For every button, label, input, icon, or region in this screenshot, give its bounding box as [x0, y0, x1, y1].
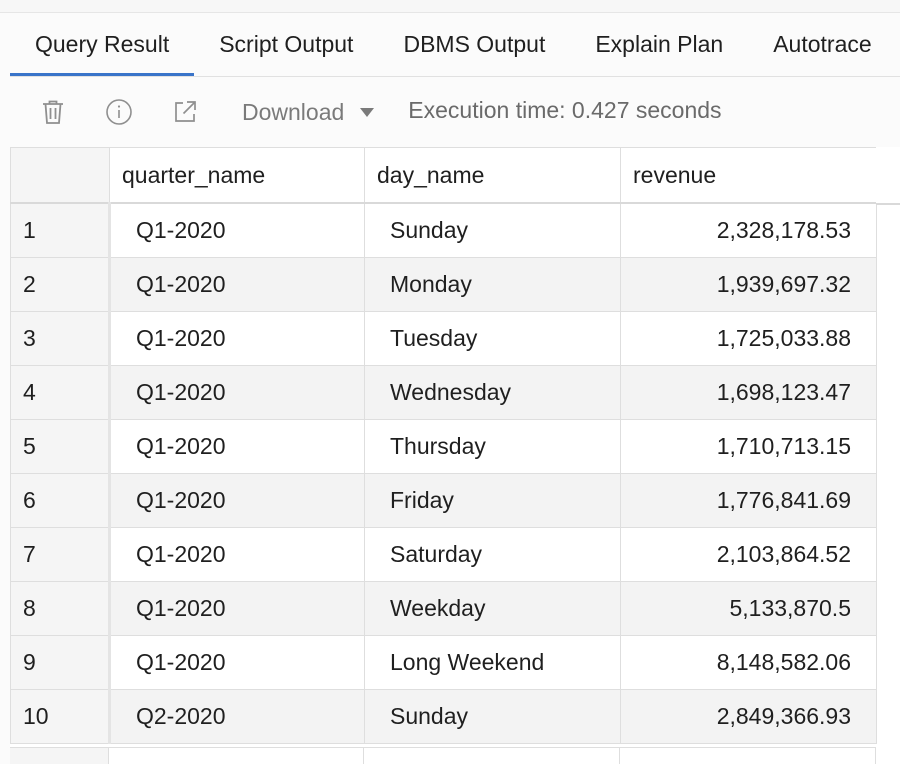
cell-revenue[interactable]: 1,698,123.47 — [620, 365, 877, 420]
row-number: 10 — [10, 689, 111, 744]
table-row: 2 Q1-2020 Monday 1,939,697.32 — [10, 257, 877, 312]
cell-quarter-name[interactable]: Q1-2020 — [109, 257, 365, 312]
download-label: Download — [242, 98, 345, 125]
download-dropdown[interactable]: Download — [242, 98, 375, 126]
cell-revenue[interactable]: 1,710,713.15 — [620, 419, 877, 474]
header-filler — [876, 147, 900, 205]
column-header-quarter-name[interactable]: quarter_name — [109, 147, 365, 204]
row-number: 3 — [10, 311, 111, 366]
cell-revenue[interactable]: 1,725,033.88 — [620, 311, 877, 366]
cell-day-name[interactable]: Sunday — [364, 202, 621, 258]
row-number: 1 — [10, 202, 111, 258]
cell-day-name[interactable]: Saturday — [364, 527, 621, 582]
row-number: 6 — [10, 473, 111, 528]
cell-day-name[interactable]: Wednesday — [364, 365, 621, 420]
cell-quarter-name[interactable]: Q2-2020 — [109, 689, 365, 744]
cell-quarter-name[interactable]: Q1-2020 — [109, 202, 365, 258]
caret-down-icon — [360, 107, 375, 117]
partial-cell — [364, 747, 620, 764]
cell-day-name[interactable]: Weekday — [364, 581, 621, 636]
info-icon[interactable] — [104, 97, 134, 127]
cell-revenue[interactable]: 5,133,870.5 — [620, 581, 877, 636]
cell-day-name[interactable]: Thursday — [364, 419, 621, 474]
table-row: 7 Q1-2020 Saturday 2,103,864.52 — [10, 527, 877, 582]
table-row: 5 Q1-2020 Thursday 1,710,713.15 — [10, 419, 877, 474]
table-row: 9 Q1-2020 Long Weekend 8,148,582.06 — [10, 635, 877, 690]
cell-day-name[interactable]: Tuesday — [364, 311, 621, 366]
column-header-day-name[interactable]: day_name — [364, 147, 621, 204]
cell-revenue[interactable]: 2,328,178.53 — [620, 202, 877, 258]
results-table: quarter_name day_name revenue 1 Q1-2020 … — [10, 147, 877, 744]
partial-cell — [109, 747, 364, 764]
table-row: 3 Q1-2020 Tuesday 1,725,033.88 — [10, 311, 877, 366]
table-row: 8 Q1-2020 Weekday 5,133,870.5 — [10, 581, 877, 636]
table-row: 4 Q1-2020 Wednesday 1,698,123.47 — [10, 365, 877, 420]
tab-script-output[interactable]: Script Output — [219, 31, 354, 57]
row-number: 4 — [10, 365, 111, 420]
cell-quarter-name[interactable]: Q1-2020 — [109, 311, 365, 366]
column-header-revenue[interactable]: revenue — [620, 147, 877, 204]
cell-quarter-name[interactable]: Q1-2020 — [109, 581, 365, 636]
cell-revenue[interactable]: 2,103,864.52 — [620, 527, 877, 582]
table-row: 1 Q1-2020 Sunday 2,328,178.53 — [10, 202, 877, 258]
cell-revenue[interactable]: 2,849,366.93 — [620, 689, 877, 744]
partial-row-number — [10, 747, 109, 764]
partial-next-row — [10, 747, 876, 764]
cell-revenue[interactable]: 1,939,697.32 — [620, 257, 877, 312]
tab-query-result[interactable]: Query Result — [10, 13, 195, 76]
trash-icon[interactable] — [38, 97, 68, 127]
row-number: 9 — [10, 635, 111, 690]
tab-autotrace[interactable]: Autotrace — [773, 31, 872, 57]
execution-time: Execution time: 0.427 seconds — [408, 96, 722, 123]
cell-revenue[interactable]: 8,148,582.06 — [620, 635, 877, 690]
table-row: 6 Q1-2020 Friday 1,776,841.69 — [10, 473, 877, 528]
tab-dbms-output[interactable]: DBMS Output — [403, 31, 546, 57]
cell-quarter-name[interactable]: Q1-2020 — [109, 419, 365, 474]
row-number-header — [10, 147, 110, 204]
row-number: 8 — [10, 581, 111, 636]
cell-day-name[interactable]: Long Weekend — [364, 635, 621, 690]
cell-quarter-name[interactable]: Q1-2020 — [109, 635, 365, 690]
results-grid: quarter_name day_name revenue 1 Q1-2020 … — [10, 147, 900, 764]
cell-quarter-name[interactable]: Q1-2020 — [109, 527, 365, 582]
cell-quarter-name[interactable]: Q1-2020 — [109, 473, 365, 528]
header-row: quarter_name day_name revenue — [10, 147, 877, 204]
cell-day-name[interactable]: Friday — [364, 473, 621, 528]
row-number: 5 — [10, 419, 111, 474]
partial-cell — [620, 747, 876, 764]
result-tabs: Query Result Script Output DBMS Output E… — [10, 13, 900, 77]
external-link-icon[interactable] — [170, 97, 200, 127]
cell-quarter-name[interactable]: Q1-2020 — [109, 365, 365, 420]
row-number: 2 — [10, 257, 111, 312]
cell-day-name[interactable]: Sunday — [364, 689, 621, 744]
row-number: 7 — [10, 527, 111, 582]
top-strip — [0, 0, 900, 13]
cell-day-name[interactable]: Monday — [364, 257, 621, 312]
cell-revenue[interactable]: 1,776,841.69 — [620, 473, 877, 528]
result-toolbar: Download Execution time: 0.427 seconds — [10, 78, 900, 146]
tab-explain-plan[interactable]: Explain Plan — [595, 31, 724, 57]
table-row: 10 Q2-2020 Sunday 2,849,366.93 — [10, 689, 877, 744]
